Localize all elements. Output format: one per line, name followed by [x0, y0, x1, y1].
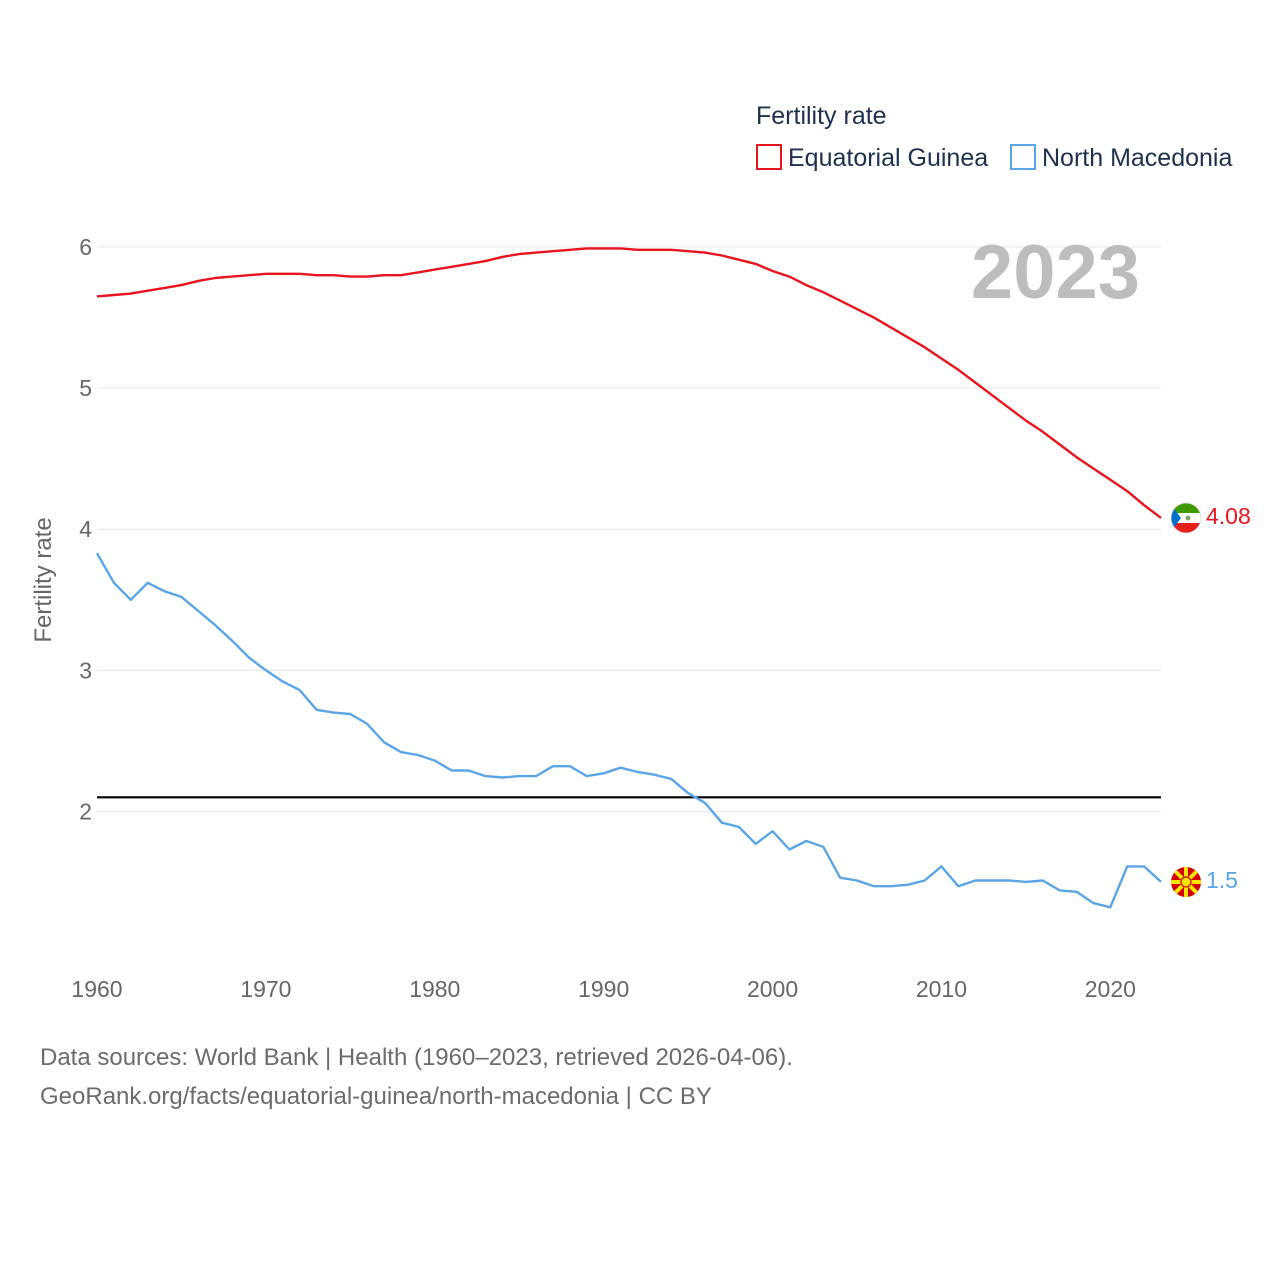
x-tick-label-1990: 1990: [578, 976, 629, 1002]
x-tick-label-2000: 2000: [747, 976, 798, 1002]
x-tick-label-2010: 2010: [916, 976, 967, 1002]
end-value-equatorial-guinea: 4.08: [1206, 503, 1251, 529]
y-axis-ticks: 2 3 4 5 6: [79, 234, 92, 824]
gridlines: [97, 246, 1161, 812]
y-tick-label-3: 3: [79, 657, 92, 683]
year-label: 2023: [971, 230, 1140, 315]
legend-label-equatorial-guinea: Equatorial Guinea: [788, 144, 988, 172]
flag-border: [1170, 502, 1202, 534]
series-line-equatorial-guinea: [96, 247, 1162, 519]
y-tick-label-6: 6: [79, 234, 92, 260]
legend: Fertility rate Equatorial Guinea North M…: [756, 102, 1232, 172]
x-axis-ticks: 1960 1970 1980 1990 2000 2010 2020: [71, 976, 1136, 1002]
x-tick-label-1970: 1970: [240, 976, 291, 1002]
y-tick-label-2: 2: [79, 798, 92, 824]
north-macedonia-flag-icon: [1171, 867, 1201, 897]
series-lines: [95, 247, 1162, 909]
y-axis-label: Fertility rate: [30, 517, 57, 642]
legend-swatch-north-macedonia: [1010, 144, 1036, 170]
series-line-north-macedonia: [95, 552, 1162, 909]
footer-sources: Data sources: World Bank | Health (1960–…: [40, 1044, 793, 1071]
legend-title: Fertility rate: [756, 102, 887, 130]
fertility-rate-chart: 2 3 4 5 6 1960 1970 1980 1990 2000 2010 2020 Ferti…: [30, 102, 1251, 1002]
end-value-north-macedonia: 1.5: [1206, 867, 1238, 893]
x-tick-label-1980: 1980: [409, 976, 460, 1002]
legend-label-north-macedonia: North Macedonia: [1042, 144, 1232, 172]
footer-attribution: GeoRank.org/facts/equatorial-guinea/nort…: [40, 1083, 712, 1110]
legend-swatch-equatorial-guinea: [756, 144, 782, 170]
y-tick-label-5: 5: [79, 375, 92, 401]
equatorial-guinea-flag-icon: [1171, 503, 1201, 533]
x-tick-label-2020: 2020: [1085, 976, 1136, 1002]
x-tick-label-1960: 1960: [71, 976, 122, 1002]
y-tick-label-4: 4: [79, 516, 92, 542]
